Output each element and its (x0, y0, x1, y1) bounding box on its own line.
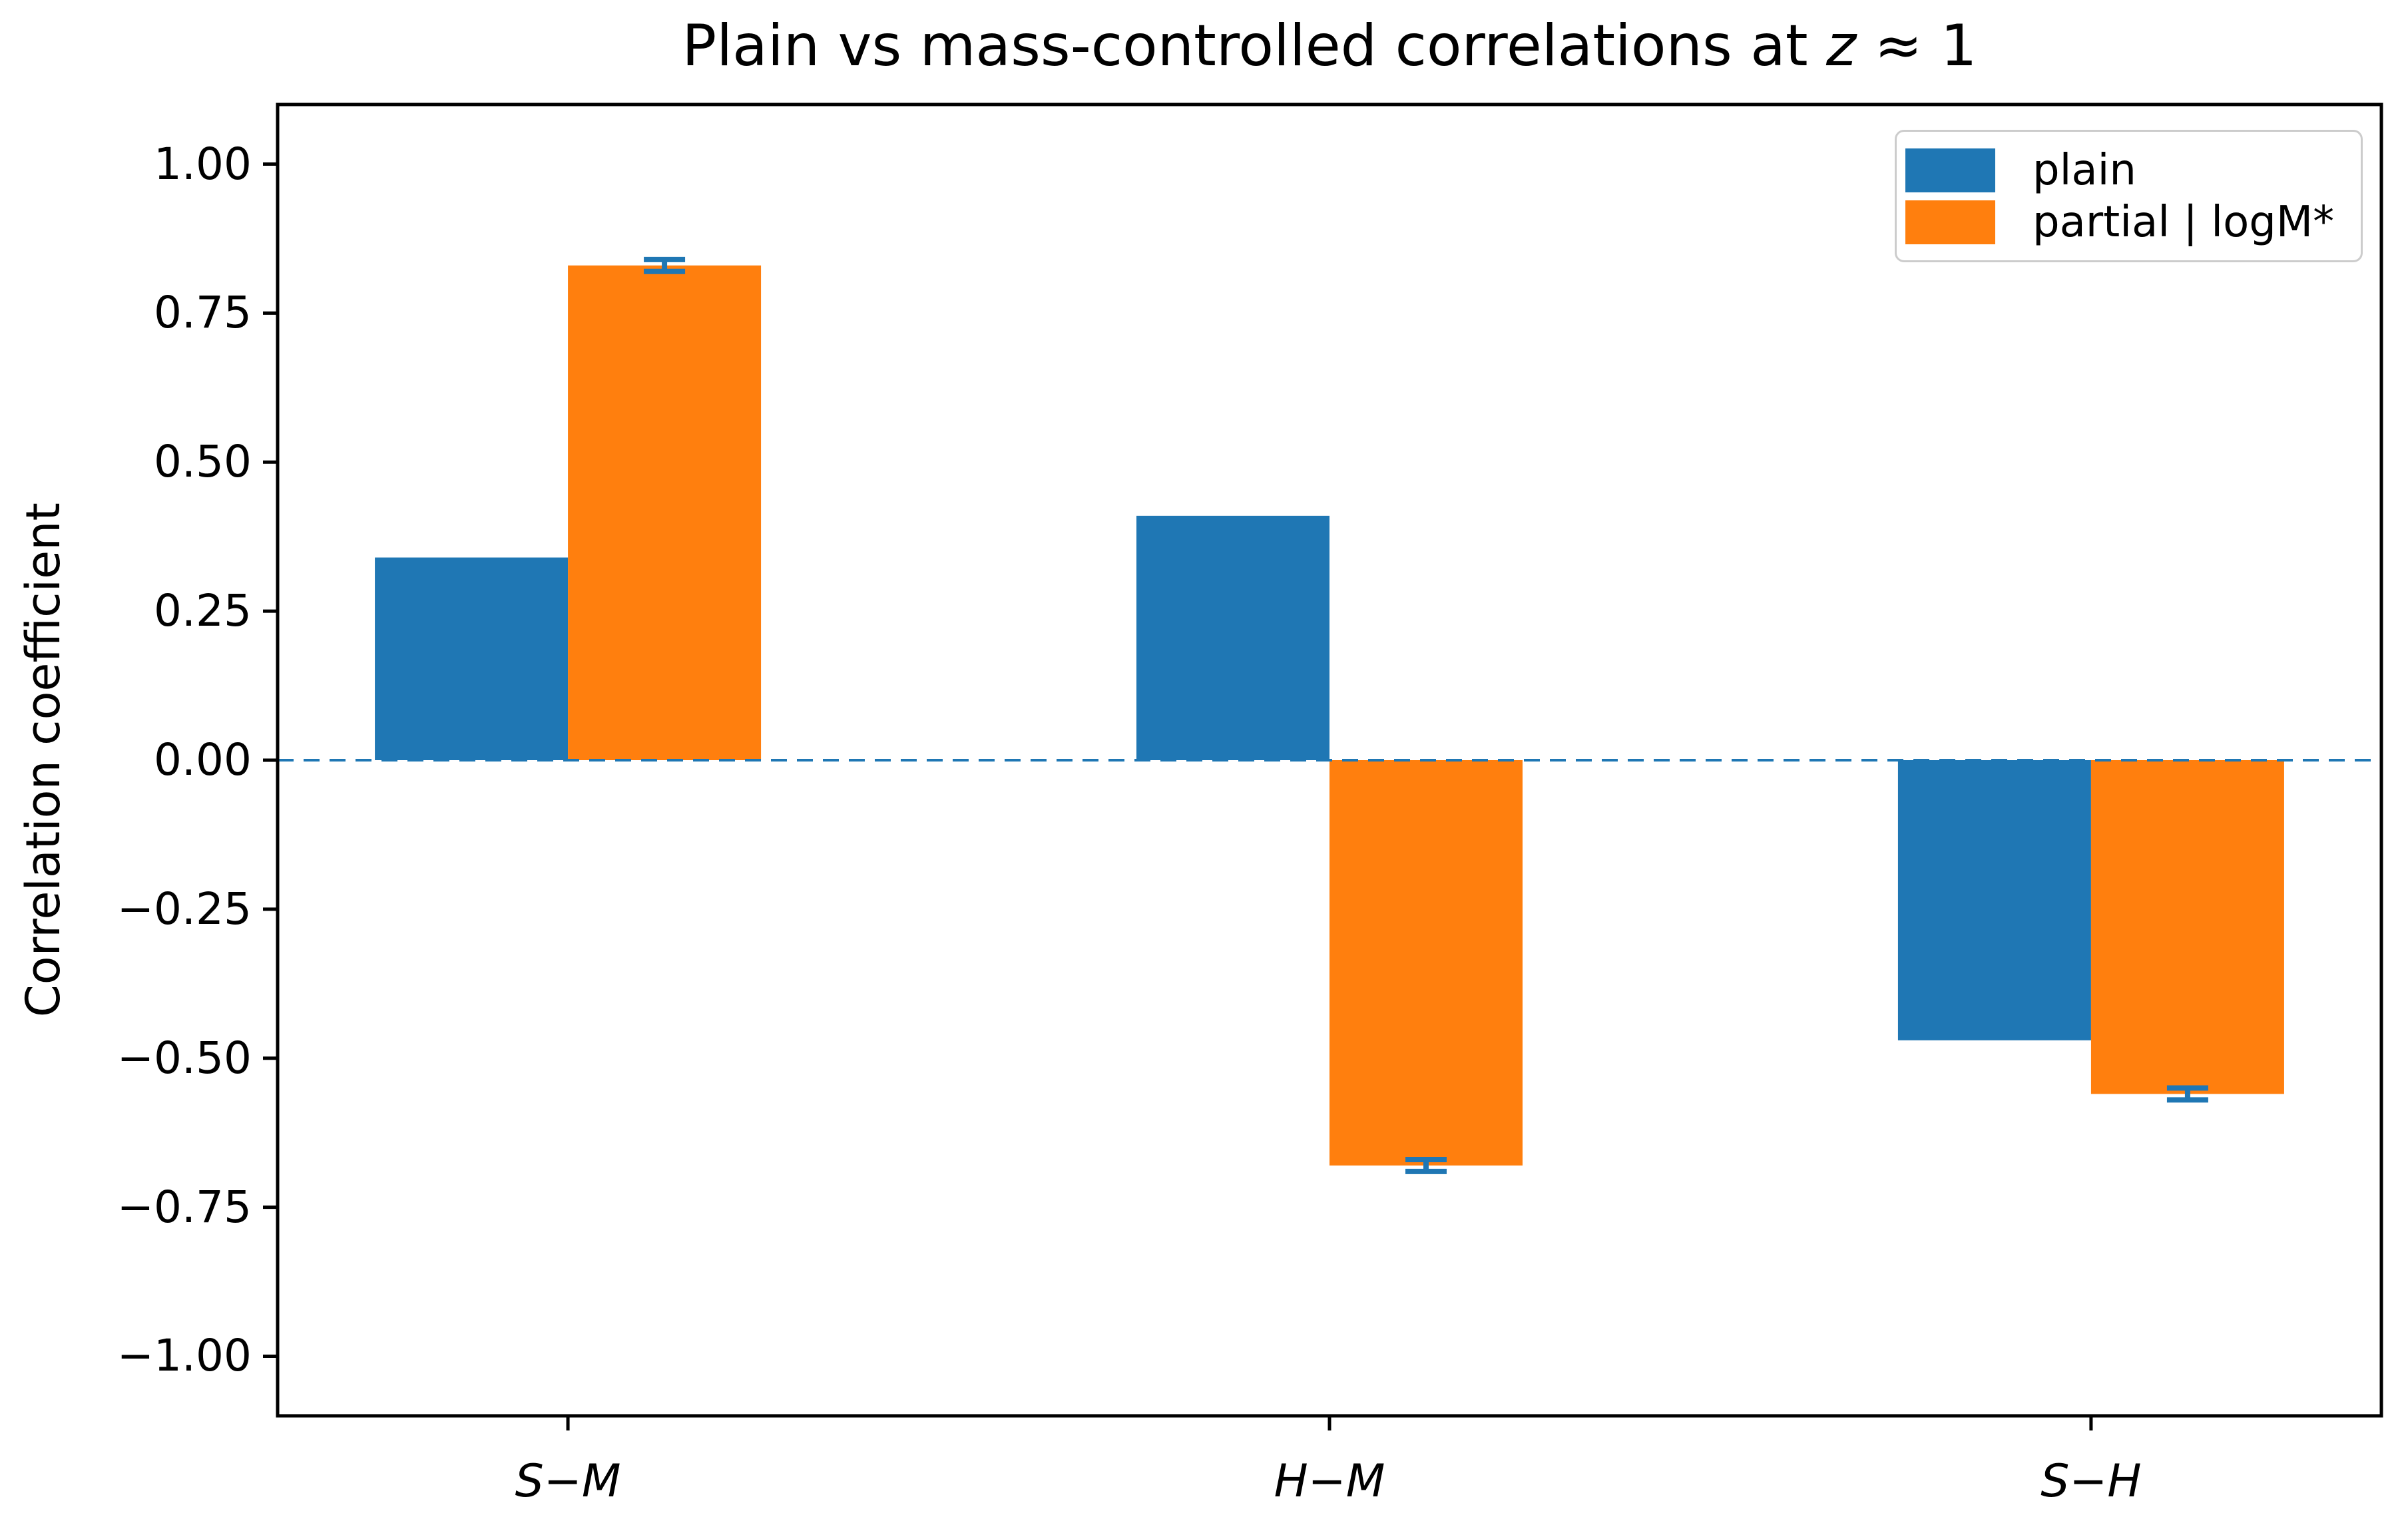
y-tick-label: −1.00 (117, 1330, 252, 1382)
chart-title: Plain vs mass-controlled correlations at… (278, 9, 2381, 83)
x-tick-label-2: S−H (2041, 1455, 2142, 1508)
y-tick-label: 0.75 (154, 287, 252, 339)
legend-label-partial: partial | logM* (2033, 197, 2335, 247)
x-tick-label-0: S−M (515, 1455, 621, 1508)
chart-title-math-var: z (1825, 13, 1857, 79)
legend-item-plain: plain (1905, 148, 2347, 192)
bar-partial-0 (568, 265, 762, 761)
legend-swatch-partial (1905, 200, 1995, 244)
y-tick-label: −0.50 (117, 1032, 252, 1084)
x-tick-label-1: H−M (1274, 1455, 1385, 1508)
y-tick-label: −0.75 (117, 1181, 252, 1233)
bar-plain-1 (1136, 515, 1329, 760)
bar-partial-2 (2090, 760, 2284, 1094)
legend-item-partial: partial | logM* (1905, 200, 2347, 244)
y-tick-label: 0.50 (154, 436, 252, 488)
axes-spines (276, 103, 2383, 1418)
y-tick-label: 1.00 (154, 138, 252, 190)
legend-label-plain: plain (2033, 145, 2136, 195)
bar-plain-0 (375, 557, 569, 760)
bar-plain-2 (1897, 760, 2091, 1040)
y-tick-label: 0.00 (154, 734, 252, 785)
chart-title-prefix: Plain vs mass-controlled correlations at (682, 13, 1826, 79)
y-tick-label: 0.25 (154, 585, 252, 637)
legend-swatch-plain (1905, 148, 1995, 192)
bar-partial-1 (1329, 760, 1523, 1166)
y-tick-label: −0.25 (117, 883, 252, 935)
chart-title-math-rest: ≈ 1 (1856, 13, 1977, 79)
legend: plain partial | logM* (1895, 130, 2363, 262)
